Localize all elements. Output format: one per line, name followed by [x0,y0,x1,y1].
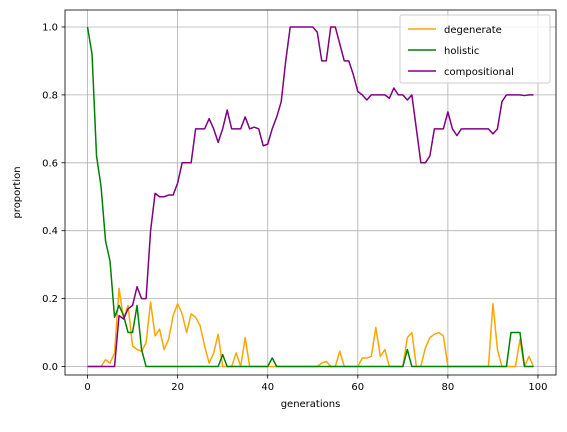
x-tick-label: 80 [442,382,455,393]
y-tick-label: 0.2 [42,294,58,305]
legend-label-degenerate: degenerate [444,25,502,36]
x-tick-label: 0 [84,382,90,393]
x-axis-label: generations [281,399,341,410]
axis-ticks: 0 20 40 60 80 100 0.0 0.2 0.4 0.6 0.8 1.0 [42,22,547,393]
y-axis-label: proportion [12,166,23,218]
series-line-holistic [86,26,534,368]
x-tick-label: 100 [528,382,547,393]
x-tick-label: 60 [351,382,364,393]
x-tick-label: 40 [261,382,274,393]
y-tick-label: 0.4 [42,226,58,237]
y-tick-label: 1.0 [42,22,58,33]
legend-box [399,14,551,84]
x-tick-label: 20 [171,382,184,393]
series-lines [86,26,535,368]
y-tick-label: 0.0 [42,362,58,373]
series-line-degenerate [87,287,535,368]
series-line-compositional [87,26,534,368]
legend-label-compositional: compositional [444,67,514,78]
plot-area-frame [64,9,557,376]
legend: degenerate holistic compositional [399,14,551,84]
y-tick-label: 0.8 [42,90,58,101]
y-tick-label: 0.6 [42,158,58,169]
legend-label-holistic: holistic [444,46,479,57]
